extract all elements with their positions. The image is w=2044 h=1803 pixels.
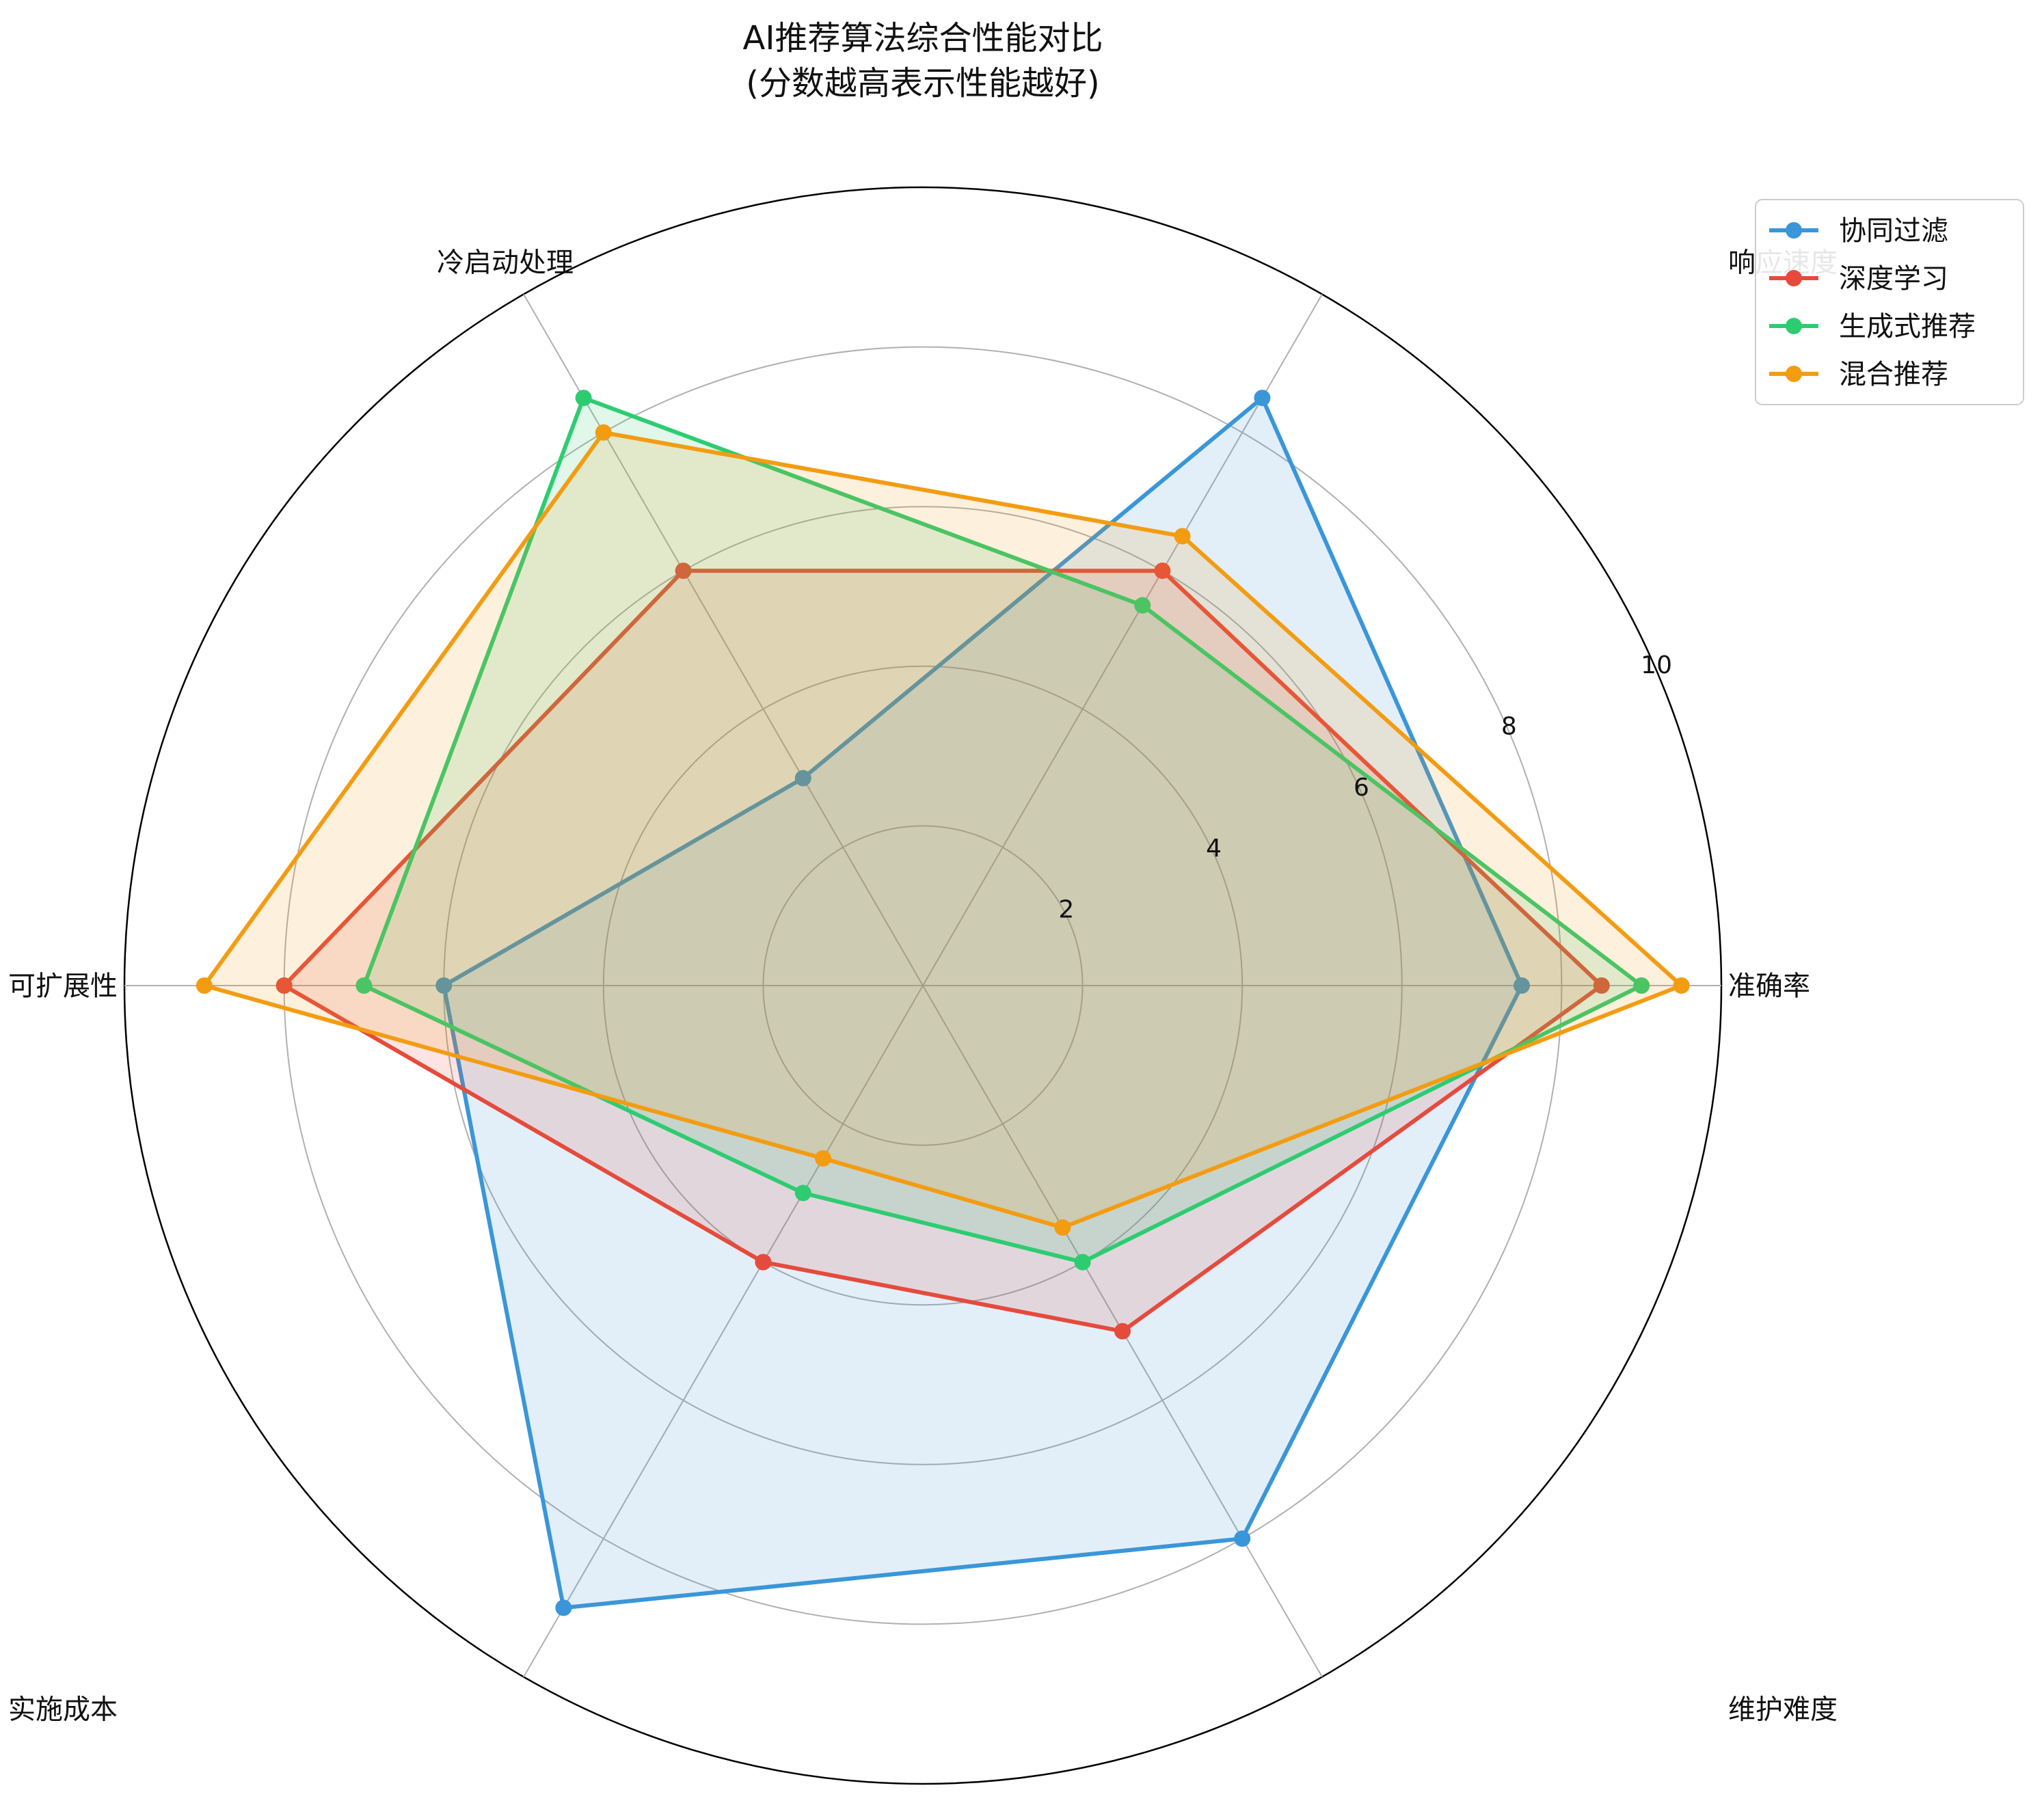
- series-area: [444, 398, 1522, 1608]
- radial-tick-label: 2: [1058, 896, 1074, 924]
- radial-tick-label: 6: [1354, 774, 1369, 802]
- series-point: [275, 977, 293, 994]
- radial-tick-labels: 2 4 6 8 10: [1058, 651, 1672, 924]
- chart-subtitle: (分数越高表示性能越好): [746, 64, 1099, 103]
- legend-frame: [1755, 199, 2024, 405]
- series-point: [595, 424, 612, 441]
- series-point: [355, 977, 373, 994]
- series-point: [1074, 1253, 1091, 1271]
- series-area: [204, 432, 1682, 1228]
- series-point: [1114, 1323, 1131, 1340]
- series-point: [1054, 1219, 1071, 1236]
- series-point: [1514, 977, 1530, 994]
- radar-grid: [123, 186, 1723, 1785]
- legend-label: 协同过滤: [1839, 215, 1948, 247]
- series-point: [435, 977, 453, 994]
- spoke-line: [922, 293, 1323, 986]
- series-point: [1234, 1530, 1251, 1547]
- spoke-line: [523, 985, 924, 1678]
- series-point: [675, 562, 692, 580]
- legend-label: 深度学习: [1839, 263, 1948, 295]
- legend-marker: [1786, 270, 1802, 286]
- series-point: [1593, 977, 1610, 994]
- legend-label: 混合推荐: [1839, 359, 1948, 390]
- radial-tick-label: 4: [1206, 835, 1222, 863]
- radial-tick-label: 10: [1641, 651, 1672, 679]
- axis-label: 准确率: [1728, 971, 1810, 1002]
- legend-marker: [1786, 318, 1802, 334]
- legend-marker: [1786, 222, 1802, 239]
- series-point: [1134, 597, 1151, 614]
- axis-label: 冷启动处理: [437, 247, 574, 279]
- series-point: [555, 1599, 572, 1616]
- radar-series: [196, 390, 1690, 1616]
- legend-label: 生成式推荐: [1839, 311, 1976, 342]
- axis-label: 维护难度: [1728, 1694, 1838, 1725]
- series-area: [364, 398, 1642, 1262]
- axis-label: 可扩展性: [8, 971, 118, 1002]
- radial-tick-label: 8: [1501, 712, 1517, 740]
- series-point: [794, 1184, 811, 1202]
- series-point: [1633, 977, 1650, 994]
- series-point: [1154, 562, 1171, 580]
- series-area: [284, 571, 1602, 1331]
- axis-label: 实施成本: [8, 1694, 118, 1725]
- series-point: [815, 1150, 831, 1167]
- series-point: [575, 390, 592, 407]
- series-point: [1673, 977, 1690, 994]
- series-point: [755, 1253, 772, 1271]
- series-point: [794, 770, 811, 787]
- chart-title: AI推荐算法综合性能对比: [743, 19, 1103, 57]
- spoke-line: [523, 293, 924, 986]
- series-point: [1254, 390, 1271, 407]
- series-point: [1174, 528, 1191, 545]
- series-point: [196, 977, 213, 994]
- legend-marker: [1786, 366, 1802, 382]
